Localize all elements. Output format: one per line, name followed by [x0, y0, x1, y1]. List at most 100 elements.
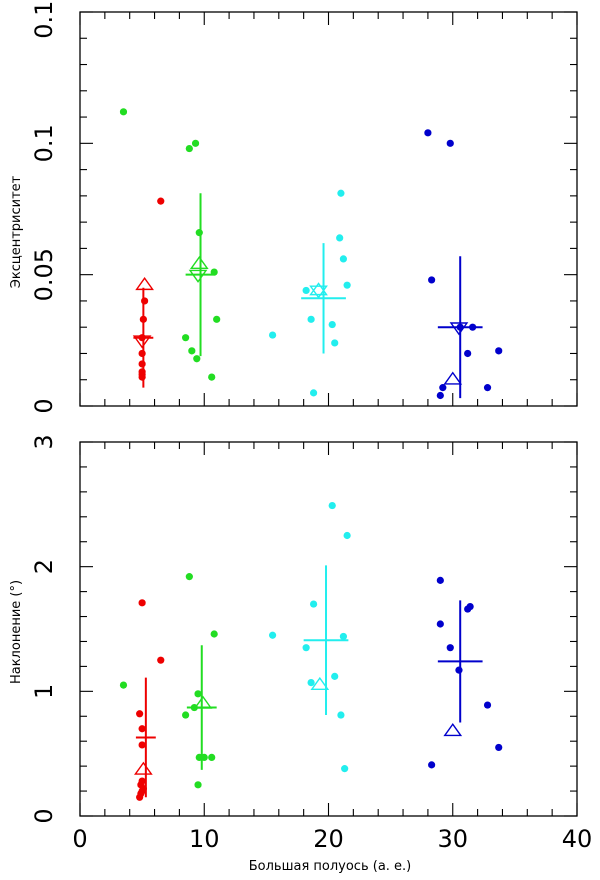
inc-blue-point — [483, 701, 492, 709]
ecc-green-point — [188, 347, 196, 355]
inc-y-tick-label: 2 — [30, 559, 58, 574]
inc-red-point — [138, 599, 146, 607]
ecc-cyan-point — [343, 281, 351, 289]
inc-blue-point — [436, 620, 444, 628]
ecc-red-point — [139, 315, 147, 323]
ecc-cyan-point — [339, 255, 348, 263]
inc-red-point — [139, 784, 147, 793]
ecc-green-point — [208, 373, 216, 381]
ecc-red-point — [138, 334, 146, 342]
inc-red-point — [138, 725, 146, 733]
inc-green-point — [119, 681, 128, 689]
ecc-blue-triangle-up — [443, 371, 463, 385]
inc-x-tick-label: 10 — [189, 825, 220, 853]
inc-cyan-point — [339, 632, 348, 641]
ecc-blue-point — [483, 384, 492, 392]
inc-x-tick-label: 30 — [437, 825, 468, 853]
inc-y-tick-label: 0 — [30, 808, 58, 823]
inc-green-point — [182, 711, 190, 719]
ecc-cyan-point — [337, 189, 345, 197]
ecc-y-tick-label: 0 — [30, 398, 58, 413]
ecc-green-point — [119, 108, 128, 116]
ecc-cyan-point — [268, 331, 277, 339]
inc-red-point — [136, 710, 144, 718]
inc-green-point — [194, 781, 202, 789]
inc-y-tick-label: 1 — [30, 684, 58, 699]
inc-green-point — [185, 573, 193, 581]
inc-cyan-triangle-up — [310, 676, 330, 690]
inc-cyan-point — [337, 711, 345, 719]
inc-x-tick-label: 20 — [313, 825, 344, 853]
ecc-cyan-point — [336, 234, 344, 242]
ecc-blue-point — [446, 139, 454, 147]
inc-cyan-point — [328, 501, 336, 510]
ecc-cyan-point — [331, 339, 339, 347]
ecc-green-point — [213, 315, 221, 323]
ecc-red-point — [138, 368, 146, 376]
ecc-cyan-triangle-up — [309, 282, 328, 296]
ecc-blue-point — [469, 323, 477, 331]
ecc-y-tick-label: 0.05 — [30, 248, 58, 301]
inc-cyan-point — [341, 765, 349, 773]
ecc-green-point — [191, 139, 200, 147]
inc-cyan-point — [309, 600, 318, 608]
inclination-panel: 0 10 20 30 40 0 1 2 3 — [30, 434, 592, 853]
inc-x-tick-label: 0 — [72, 825, 87, 853]
ecc-red-point — [138, 360, 146, 368]
inc-blue-triangle-up — [443, 723, 463, 737]
ecc-green-point — [210, 268, 218, 276]
inc-blue-point — [428, 761, 436, 769]
inc-green-point — [200, 753, 208, 762]
ecc-green-triangle-up — [189, 255, 209, 270]
ecc-red-triangle-up — [135, 276, 154, 291]
ecc-cyan-point — [328, 320, 336, 329]
ecc-red-point — [138, 349, 146, 358]
ecc-blue-point — [424, 129, 432, 137]
inc-green-point — [208, 753, 216, 762]
ecc-red-point — [141, 297, 149, 305]
inc-red-point — [157, 656, 165, 664]
inc-green-point — [194, 690, 202, 698]
inc-blue-point — [466, 602, 474, 611]
ecc-plot-frame — [79, 11, 578, 407]
ecc-cyan-point — [309, 389, 318, 397]
inc-cyan-point — [343, 531, 351, 540]
ecc-blue-triangle-down — [449, 322, 469, 336]
ecc-blue-point — [464, 349, 472, 358]
ecc-green-point — [195, 229, 203, 237]
eccentricity-panel: 0 0.05 0.1 0.15 — [30, 0, 578, 414]
ecc-cyan-triangle-down — [309, 285, 328, 299]
inc-blue-point — [495, 743, 503, 752]
ecc-green-point — [182, 334, 190, 342]
inc-cyan-point — [302, 644, 310, 652]
inc-green-triangle-up — [193, 695, 213, 709]
inc-red-point — [138, 777, 146, 785]
inc-green-point — [210, 630, 218, 638]
ecc-cyan-point — [302, 286, 310, 295]
inc-blue-point — [446, 644, 454, 652]
ylabel-inclination: Наклонение (°) — [9, 580, 24, 684]
ecc-cyan-point — [307, 315, 315, 323]
inc-blue-point — [436, 576, 444, 584]
ylabel-eccentricity: Эксцентриситет — [9, 175, 24, 288]
ecc-red-point — [157, 197, 165, 205]
ecc-y-tick-label: 0.15 — [30, 0, 58, 39]
ecc-blue-point — [439, 384, 447, 392]
ecc-green-triangle-down — [188, 269, 208, 283]
ecc-green-point — [185, 144, 193, 153]
inc-y-tick-label: 3 — [30, 434, 58, 449]
inc-red-triangle-up — [134, 761, 153, 775]
inc-cyan-point — [268, 631, 277, 639]
inc-red-point — [138, 741, 146, 749]
ecc-y-tick-label: 0.1 — [30, 124, 58, 162]
ecc-blue-point — [428, 276, 436, 284]
inc-cyan-point — [307, 679, 315, 687]
ecc-blue-point — [495, 347, 503, 355]
inc-blue-point — [455, 666, 463, 674]
inc-cyan-point — [331, 672, 339, 680]
inc-x-tick-label: 40 — [562, 825, 593, 853]
xlabel-semimajor-axis: Большая полуось (а. е.) — [249, 859, 412, 874]
ecc-green-point — [193, 355, 201, 363]
ecc-red-triangle-down — [132, 335, 152, 349]
